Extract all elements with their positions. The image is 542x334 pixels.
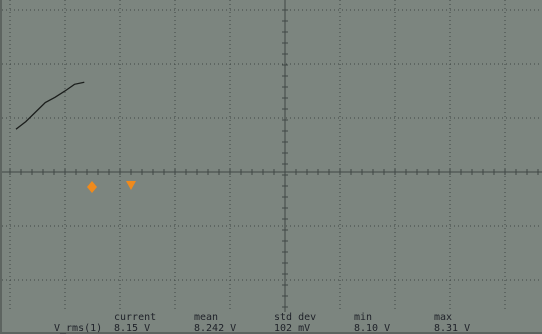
measurement-header-mean: mean [194, 312, 219, 323]
measurement-value-mean: 8.242 V [194, 323, 237, 334]
waveform-display [2, 0, 542, 312]
measurement-bar: current mean std dev min max V_rms(1) 8.… [2, 312, 542, 334]
measurement-value-max: 8.31 V [434, 323, 471, 334]
measurement-channel-label: V_rms(1) [54, 323, 103, 334]
measurement-header-max: max [434, 312, 453, 323]
cursor-triangle-icon [126, 181, 136, 190]
cursor-diamond-icon [87, 181, 97, 193]
measurement-value-std-dev: 102 mV [274, 323, 311, 334]
measurement-header-min: min [354, 312, 373, 323]
measurement-value-min: 8.10 V [354, 323, 391, 334]
measurement-value-current: 8.15 V [114, 323, 151, 334]
measurement-header-current: current [114, 312, 157, 323]
waveform-trace [15, 81, 85, 130]
measurement-header-std-dev: std dev [274, 312, 317, 323]
